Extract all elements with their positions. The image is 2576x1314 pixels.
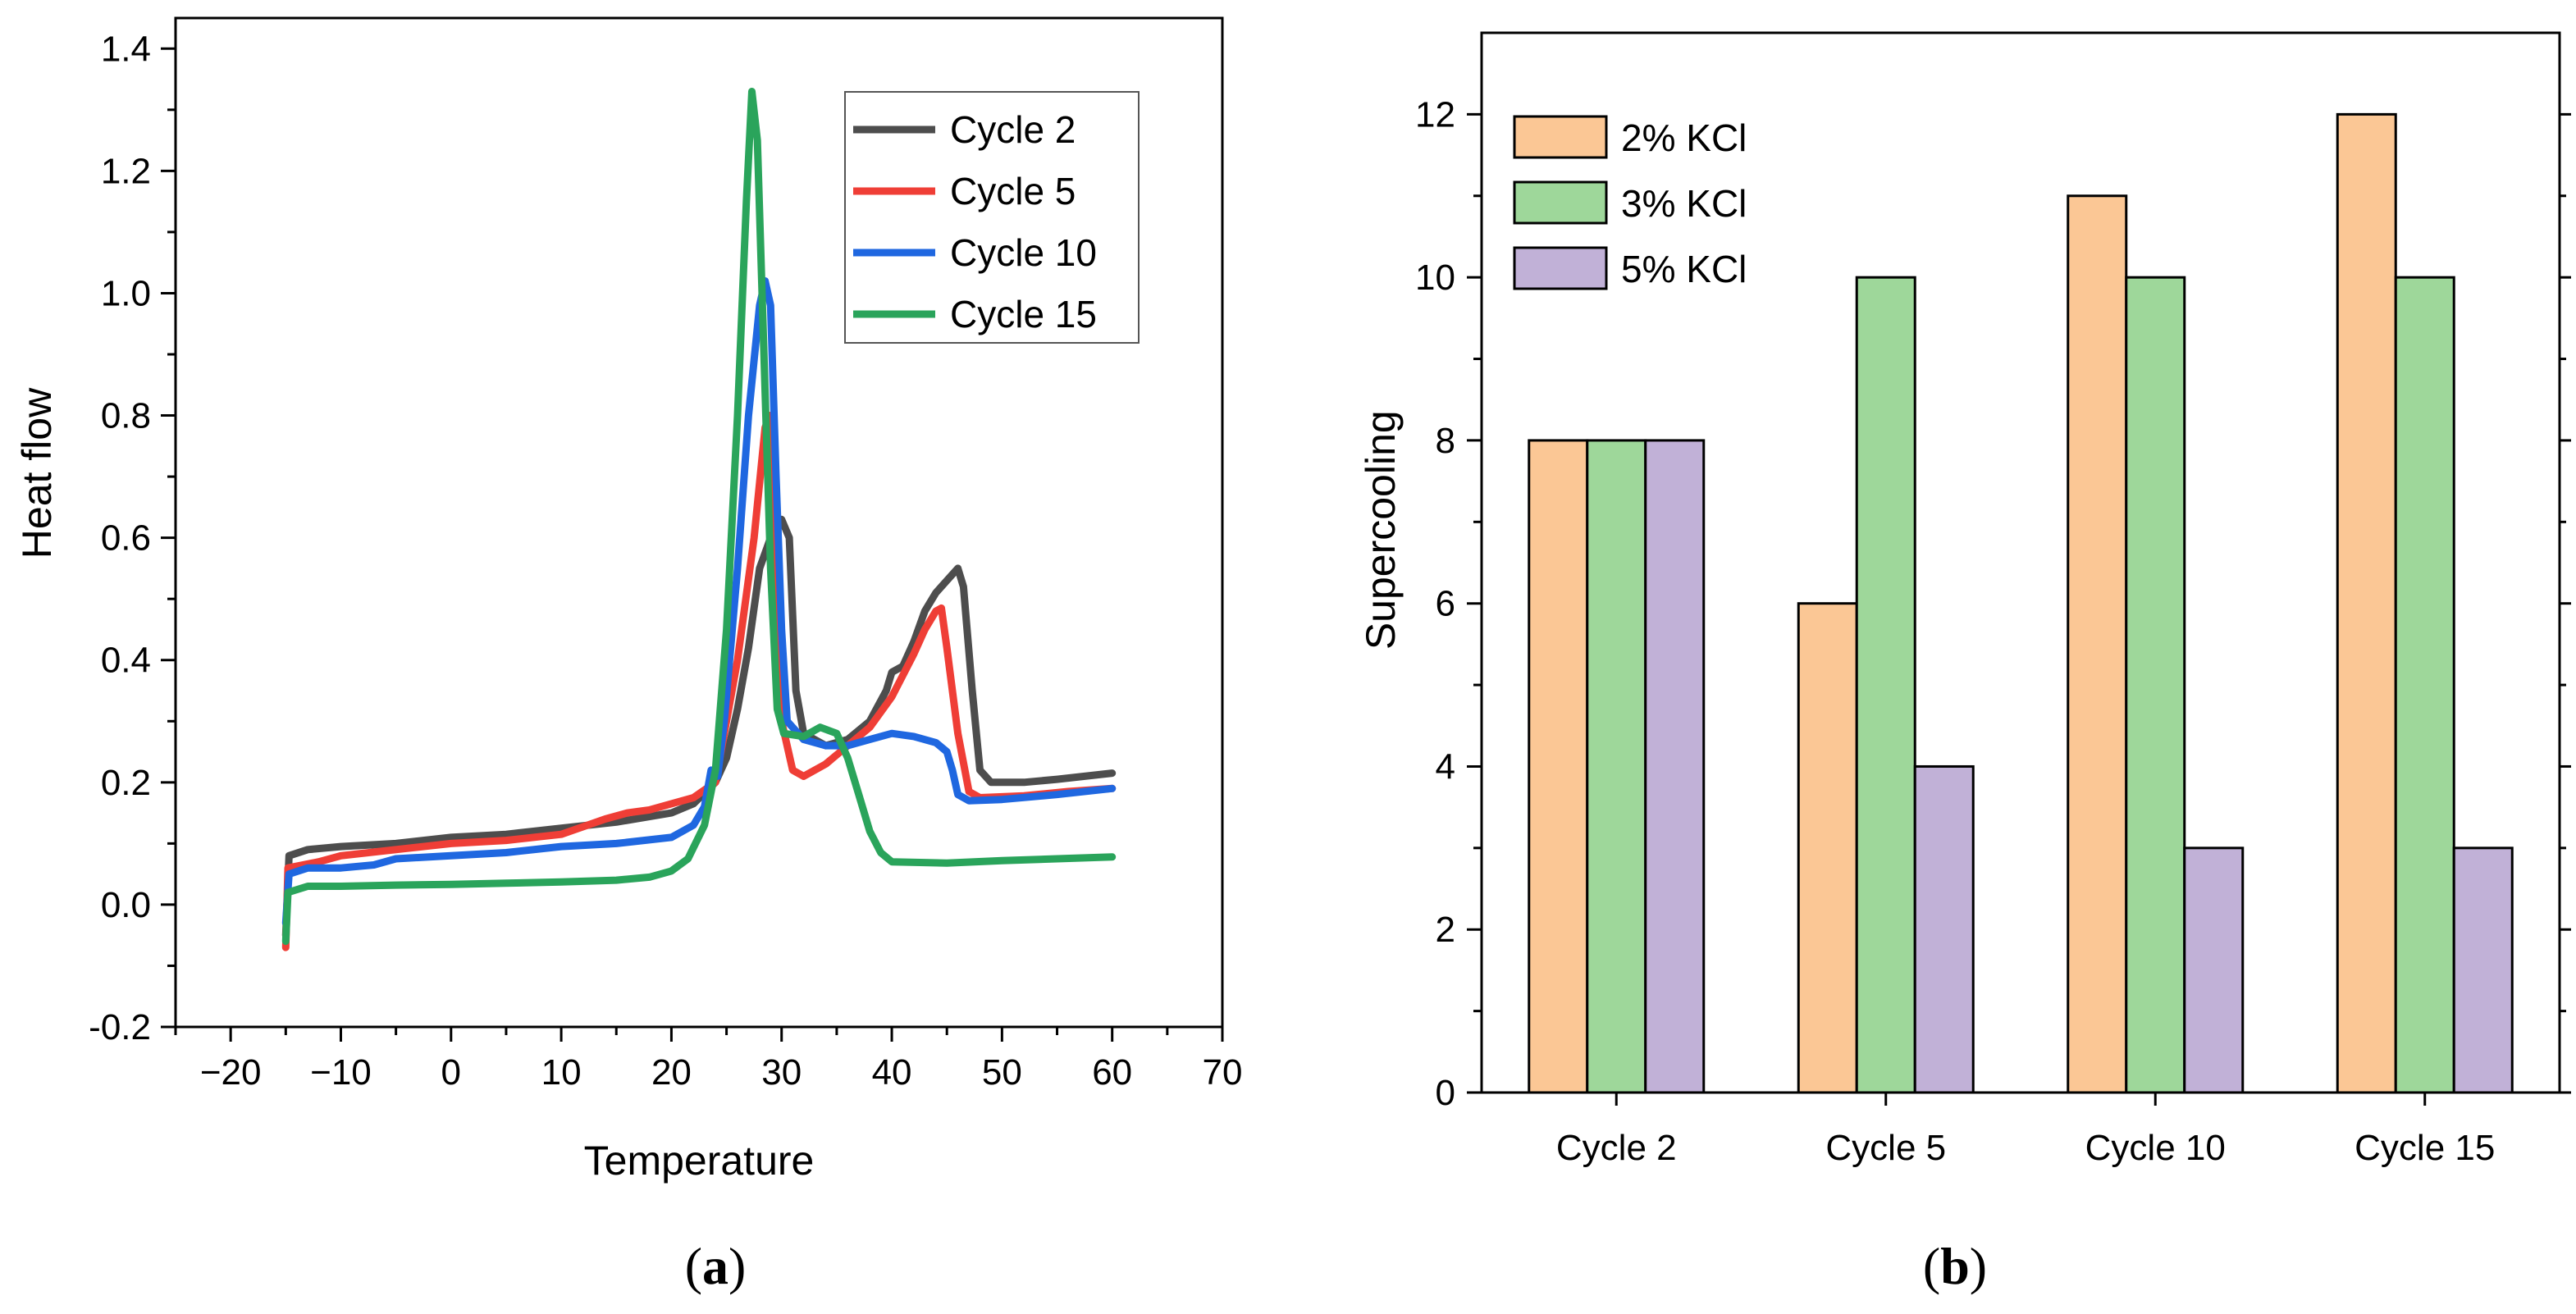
x-tick-label: −10: [310, 1052, 372, 1093]
panel-label-close: ): [728, 1237, 746, 1295]
bar-2-kcl-cycle-10: [2067, 194, 2128, 1094]
x-tick-label: Cycle 2: [1556, 1128, 1677, 1168]
y-tick-label: 0.0: [101, 885, 151, 925]
y-tick-label: 1.0: [101, 273, 151, 313]
legend-swatch: [1513, 115, 1608, 159]
panel-b-bar-chart: 0 2 4 6 8 10 12 Cycle 2 Cycle 5 Cycle 10 Cycle 15 S…: [1358, 31, 2571, 1295]
bar-3-kcl-cycle-15: [2394, 276, 2455, 1094]
x-tick-label: −20: [200, 1052, 262, 1093]
legend-swatch: [1513, 246, 1608, 290]
bar-2-kcl-cycle-15: [2336, 112, 2397, 1094]
bar-3-kcl-cycle-5: [1855, 276, 1916, 1094]
legend-label: Cycle 5: [950, 170, 1076, 212]
x-tick-label: 30: [761, 1052, 802, 1093]
legend-label: 2% KCl: [1621, 116, 1747, 159]
series-line-1: [281, 515, 1117, 939]
y-tick-label: 4: [1436, 746, 1455, 787]
y-tick-label: 0.2: [101, 763, 151, 803]
y-tick-label: 6: [1436, 584, 1455, 624]
x-tick-label: 40: [872, 1052, 912, 1093]
y-tick-label: 12: [1415, 94, 1455, 135]
bar-2-kcl-cycle-2: [1528, 439, 1589, 1094]
y-axis-title: Supercooling: [1358, 410, 1404, 650]
legend-box: [844, 91, 1140, 344]
legend-swatch: [1513, 180, 1608, 225]
panel-a-line-chart: −20 −10 0 10 20 30 40 50 60 70 -0.2 0.0 0.2 0.4 0.6 0.8…: [14, 16, 1243, 1295]
x-tick-label: 20: [651, 1052, 692, 1093]
panel-label-b: (b): [1923, 1237, 1987, 1295]
y-tick-label: 0.6: [101, 518, 151, 559]
x-tick-label: 50: [982, 1052, 1022, 1093]
panel-label-a: (a): [685, 1237, 747, 1295]
legend-label: 5% KCl: [1621, 248, 1747, 290]
y-tick-label: -0.2: [89, 1007, 151, 1047]
y-tick-label: 1.4: [101, 29, 151, 69]
legend-label: Cycle 10: [950, 231, 1097, 274]
legend: Cycle 2 Cycle 5 Cycle 10 Cycle 15: [844, 91, 1140, 344]
y-tick-label: 0.4: [101, 641, 151, 681]
panel-label-open: (: [685, 1237, 702, 1295]
y-tick-label: 0: [1436, 1073, 1455, 1113]
plot-frame: [174, 16, 1224, 1029]
x-tick-label: 70: [1203, 1052, 1243, 1093]
x-tick-label: Cycle 10: [2085, 1128, 2226, 1168]
bar-5-kcl-cycle-10: [2183, 846, 2245, 1094]
x-tick-label: Cycle 15: [2354, 1128, 2495, 1168]
y-tick-label: 10: [1415, 258, 1455, 298]
y-tick-label: 2: [1436, 910, 1455, 950]
panel-label-close: ): [1970, 1237, 1987, 1295]
y-tick-label: 1.2: [101, 151, 151, 191]
plot-frame: [1480, 31, 2561, 1094]
bar-3-kcl-cycle-10: [2125, 276, 2186, 1094]
panel-label-letter: b: [1940, 1237, 1970, 1295]
series-line-4: [281, 88, 1117, 946]
series-line-2: [281, 412, 1117, 951]
bar-5-kcl-cycle-5: [1913, 764, 1975, 1094]
bar-3-kcl-cycle-2: [1586, 439, 1647, 1094]
x-tick-label: 10: [541, 1052, 582, 1093]
bar-5-kcl-cycle-15: [2452, 846, 2514, 1094]
x-tick-label: Cycle 5: [1825, 1128, 1946, 1168]
panel-label-open: (: [1923, 1237, 1940, 1295]
y-tick-label: 8: [1436, 421, 1455, 461]
legend-label: Cycle 2: [950, 108, 1076, 151]
y-axis-title: Heat flow: [14, 387, 60, 559]
x-tick-label: 60: [1092, 1052, 1132, 1093]
legend-label: 3% KCl: [1621, 182, 1747, 225]
x-axis-title: Temperature: [584, 1138, 815, 1184]
legend: 2% KCl 3% KCl 5% KCl: [1513, 115, 1747, 290]
y-tick-label: 0.8: [101, 396, 151, 436]
panel-label-letter: a: [702, 1237, 728, 1295]
bar-2-kcl-cycle-5: [1797, 602, 1858, 1094]
bar-5-kcl-cycle-2: [1644, 439, 1706, 1094]
x-tick-label: 0: [441, 1052, 461, 1093]
legend-label: Cycle 15: [950, 293, 1097, 335]
series-line-3: [281, 277, 1117, 927]
